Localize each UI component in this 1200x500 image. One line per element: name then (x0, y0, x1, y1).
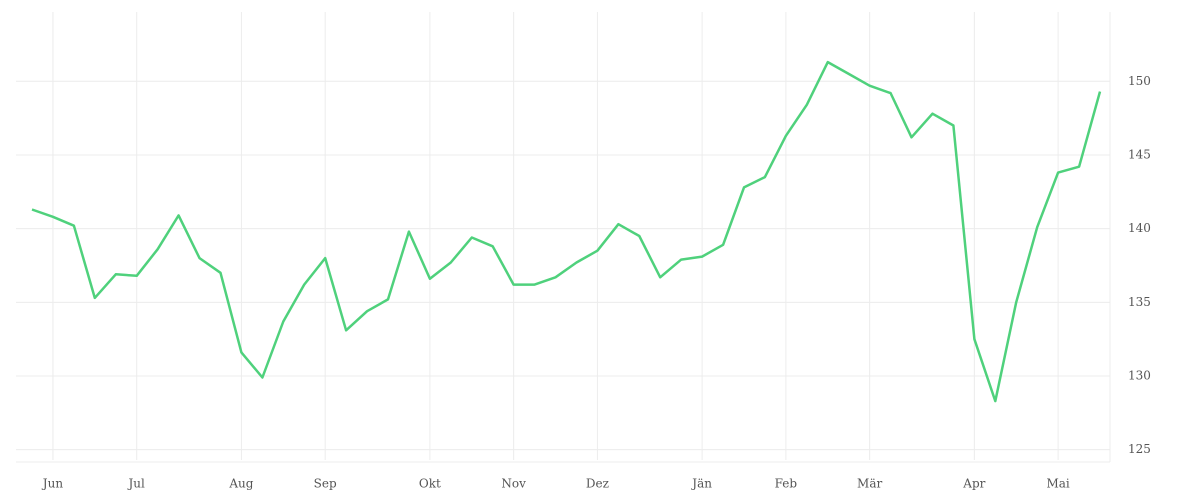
x-tick-label: Feb (775, 477, 798, 491)
x-tick-label: Jän (690, 477, 712, 491)
x-tick-label: Apr (962, 477, 985, 491)
y-tick-label: 150 (1128, 74, 1151, 88)
y-tick-label: 125 (1128, 442, 1151, 456)
y-tick-label: 145 (1128, 147, 1151, 161)
x-tick-label: Mai (1046, 477, 1069, 491)
x-tick-label: Sep (314, 477, 337, 491)
x-tick-label: Jul (127, 477, 146, 491)
x-tick-label: Nov (501, 477, 526, 491)
y-tick-label: 135 (1128, 295, 1151, 309)
x-tick-label: Dez (586, 477, 609, 491)
y-tick-label: 130 (1128, 369, 1151, 383)
y-tick-label: 140 (1128, 221, 1151, 235)
x-tick-label: Okt (419, 477, 441, 491)
x-tick-label: Jun (41, 477, 64, 491)
x-tick-label: Aug (228, 477, 253, 491)
x-tick-label: Mär (857, 477, 882, 491)
line-series (31, 60, 1102, 403)
